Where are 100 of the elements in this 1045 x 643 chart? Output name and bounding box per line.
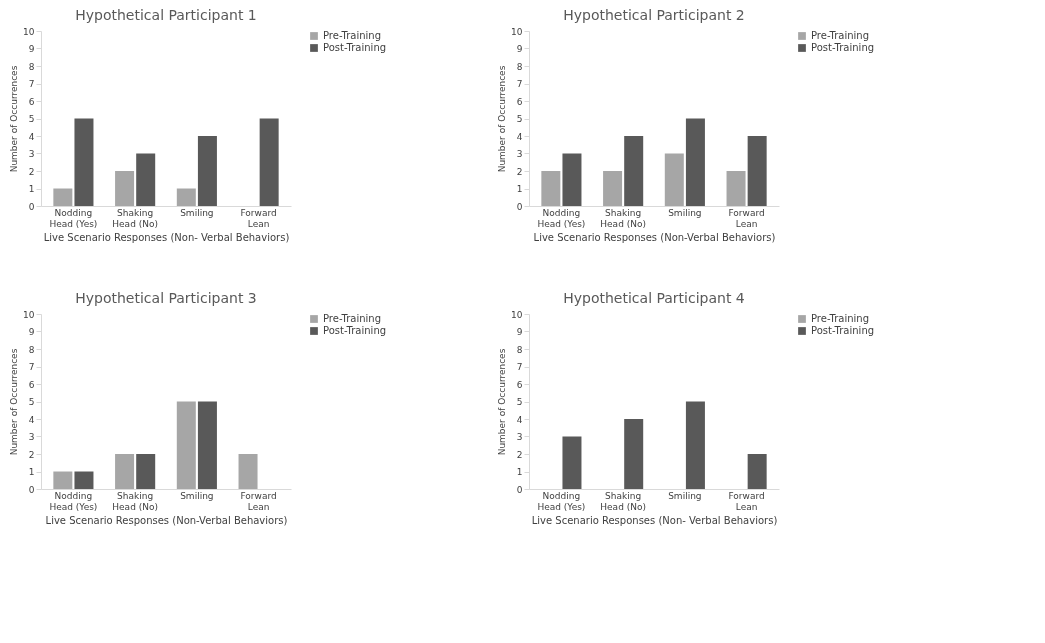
y-tick-label: 7 [28, 362, 35, 372]
x-tick-label: Nodding Head (Yes) [537, 207, 586, 229]
y-tick-label: 7 [516, 79, 523, 89]
legend-label: Post-Training [323, 325, 387, 336]
y-tick-label: 2 [28, 449, 35, 460]
y-tick-label: 9 [516, 327, 523, 337]
x-tick-label: Shaking Head (No) [600, 207, 646, 229]
bar [74, 471, 94, 489]
x-tick-label: Shaking Head (No) [112, 207, 158, 229]
bar [624, 136, 644, 206]
x-axis-title: Live Scenario Responses (Non- Verbal Behaviors) [531, 514, 778, 526]
bar [685, 118, 705, 206]
y-tick-label: 3 [516, 149, 523, 159]
legend-label: Post-Training [323, 42, 387, 53]
bar [115, 171, 135, 206]
bar [176, 188, 196, 206]
y-tick-label: 0 [28, 201, 35, 212]
bar [115, 454, 135, 489]
y-axis-title: Number of Occurrences [9, 65, 20, 173]
x-axis-title: Live Scenario Responses (Non- Verbal Behaviors) [43, 231, 290, 243]
y-tick-label: 6 [28, 96, 35, 107]
bar [136, 153, 156, 206]
y-tick-label: 1 [516, 184, 523, 194]
y-tick-label: 5 [28, 114, 35, 124]
y-tick-label: 8 [516, 61, 523, 72]
y-tick-label: 1 [28, 467, 35, 477]
y-axis-title: Number of Occurrences [497, 348, 508, 456]
x-tick-label: Forward Lean [240, 207, 277, 229]
y-tick-label: 10 [23, 26, 35, 37]
bar [176, 401, 196, 489]
bar [197, 401, 217, 489]
bar [541, 171, 561, 206]
y-tick-label: 8 [516, 344, 523, 355]
y-tick-label: 10 [23, 309, 35, 320]
y-tick-label: 6 [28, 379, 35, 390]
x-tick-label: Shaking Head (No) [600, 490, 646, 512]
y-axis-title: Number of Occurrences [497, 65, 508, 173]
y-tick-label: 0 [516, 484, 523, 495]
y-tick-label: 5 [516, 397, 523, 407]
y-tick-label: 9 [516, 44, 523, 54]
y-tick-label: 4 [28, 414, 35, 425]
y-tick-label: 9 [28, 327, 35, 337]
x-tick-label: Forward Lean [728, 207, 765, 229]
y-tick-label: 2 [516, 449, 523, 460]
bar [624, 419, 644, 489]
chart-title: Hypothetical Participant 2 [563, 7, 745, 23]
bar [664, 153, 684, 206]
bar [197, 136, 217, 206]
x-tick-label: Smiling [668, 490, 702, 501]
x-tick-label: Smiling [180, 490, 214, 501]
y-tick-label: 3 [28, 149, 35, 159]
y-tick-label: 1 [516, 467, 523, 477]
bar [136, 454, 156, 489]
bar [747, 136, 767, 206]
bar [74, 118, 94, 206]
y-tick-label: 10 [511, 309, 523, 320]
bar [53, 188, 73, 206]
x-tick-label: Forward Lean [240, 490, 277, 512]
y-tick-label: 0 [516, 201, 523, 212]
y-tick-label: 4 [28, 131, 35, 142]
x-axis-title: Live Scenario Responses (Non-Verbal Behaviors) [45, 514, 288, 526]
bar [238, 454, 258, 489]
chart-title: Hypothetical Participant 3 [75, 290, 257, 306]
x-tick-label: Nodding Head (Yes) [49, 490, 98, 512]
y-tick-label: 7 [28, 79, 35, 89]
bar [603, 171, 623, 206]
legend-label: Pre-Training [323, 313, 382, 324]
bar [726, 171, 746, 206]
x-axis-title: Live Scenario Responses (Non-Verbal Behaviors) [533, 231, 776, 243]
bar [53, 471, 73, 489]
legend-label: Pre-Training [811, 30, 870, 41]
y-tick-label: 2 [28, 166, 35, 177]
y-tick-label: 4 [516, 131, 523, 142]
x-tick-label: Nodding Head (Yes) [537, 490, 586, 512]
y-tick-label: 6 [516, 379, 523, 390]
y-tick-label: 8 [28, 61, 35, 72]
chart-title: Hypothetical Participant 4 [563, 290, 745, 306]
x-tick-label: Nodding Head (Yes) [49, 207, 98, 229]
x-tick-label: Smiling [180, 207, 214, 218]
x-tick-label: Shaking Head (No) [112, 490, 158, 512]
y-tick-label: 10 [511, 26, 523, 37]
y-tick-label: 3 [28, 432, 35, 442]
y-tick-label: 3 [516, 432, 523, 442]
bar [747, 454, 767, 489]
bar [259, 118, 279, 206]
legend-label: Post-Training [811, 42, 875, 53]
y-tick-label: 5 [516, 114, 523, 124]
y-tick-label: 8 [28, 344, 35, 355]
y-tick-label: 2 [516, 166, 523, 177]
y-tick-label: 5 [28, 397, 35, 407]
y-axis-title: Number of Occurrences [9, 348, 20, 456]
bar [562, 436, 582, 489]
legend-label: Pre-Training [323, 30, 382, 41]
legend-label: Pre-Training [811, 313, 870, 324]
x-tick-label: Smiling [668, 207, 702, 218]
chart-title: Hypothetical Participant 1 [75, 7, 257, 23]
y-tick-label: 0 [28, 484, 35, 495]
legend-label: Post-Training [811, 325, 875, 336]
x-tick-label: Forward Lean [728, 490, 765, 512]
y-tick-label: 9 [28, 44, 35, 54]
